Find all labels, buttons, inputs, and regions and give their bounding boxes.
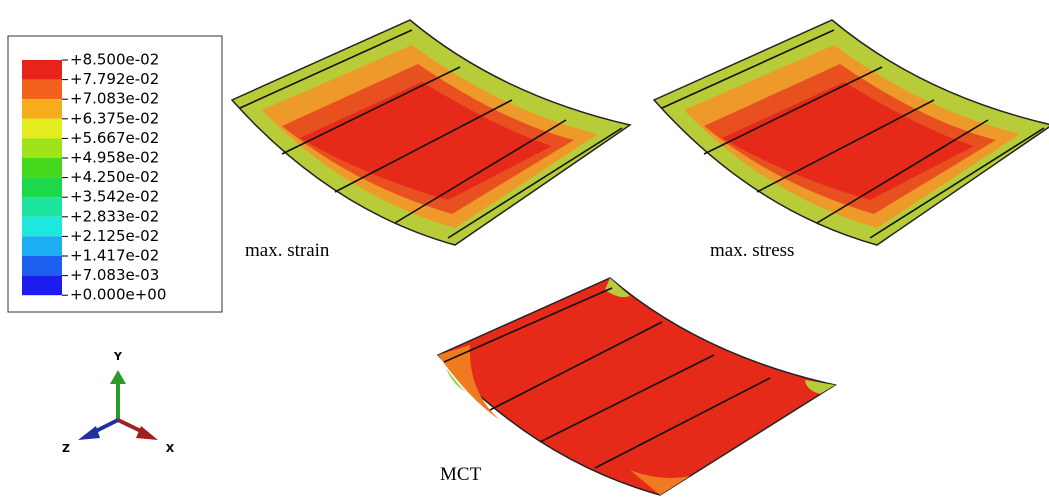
legend-band [22, 236, 62, 256]
axis-label: Y [113, 350, 123, 363]
legend-label: +2.125e-02 [70, 227, 159, 245]
legend-band [22, 79, 62, 100]
legend-band [22, 275, 62, 296]
legend-band [22, 177, 62, 198]
legend-label: +0.000e+00 [70, 286, 166, 304]
panel-label: MCT [440, 464, 482, 485]
legend: +8.500e-02+7.792e-02 +7.083e-02+6.375e-02… [22, 51, 166, 304]
legend-band [22, 158, 62, 178]
panel-label: max. stress [710, 240, 794, 261]
legend-label: +2.833e-02 [70, 207, 159, 225]
legend-label: +5.667e-02 [70, 129, 159, 147]
legend-label: +7.083e-03 [70, 266, 159, 284]
axis-label: Z [62, 442, 70, 455]
legend-band [22, 118, 62, 139]
legend-band [22, 60, 62, 80]
legend-label: +7.792e-02 [70, 70, 159, 88]
legend-label: +4.958e-02 [70, 149, 159, 167]
legend-label: +4.250e-02 [70, 168, 159, 186]
legend-band [22, 256, 62, 276]
axis-label: X [166, 442, 175, 455]
legend-band [22, 216, 62, 237]
legend-band [22, 138, 62, 158]
plate-stress [653, 19, 1049, 246]
panel-label: max. strain [245, 240, 330, 261]
axis-triad: Y Z X [62, 350, 175, 455]
plate-strain [231, 19, 631, 246]
plate-mct [436, 277, 837, 496]
legend-band [22, 99, 62, 119]
legend-label: +8.500e-02 [70, 51, 159, 69]
legend-label: +3.542e-02 [70, 188, 159, 206]
legend-band [22, 197, 62, 217]
legend-label: +6.375e-02 [70, 109, 159, 127]
legend-label: +7.083e-02 [70, 90, 159, 108]
legend-label: +1.417e-02 [70, 247, 159, 265]
